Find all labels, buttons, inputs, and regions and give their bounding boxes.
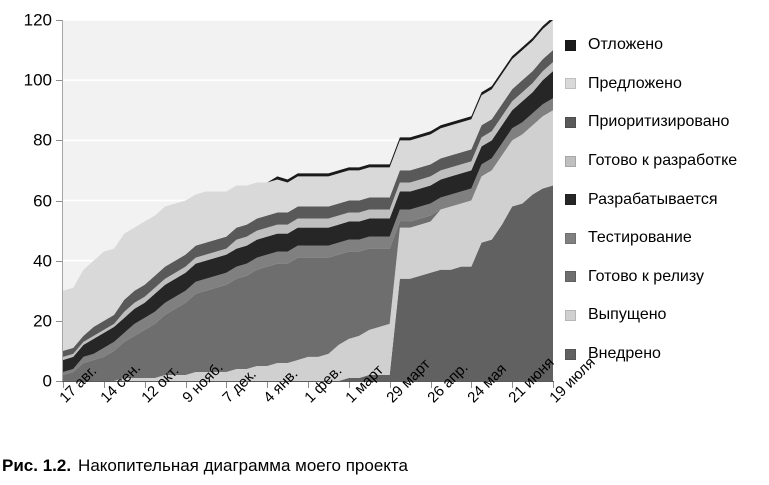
x-tick-mark	[226, 382, 228, 388]
legend-item-label: Внедрено	[588, 345, 661, 363]
cumulative-flow-chart: 0 20 40 60 80 100 120 17 авг. 14 сен. 12 окт. 9 н…	[0, 0, 769, 449]
y-tick-mark	[56, 381, 62, 382]
legend-item-label: Выпущено	[588, 306, 667, 324]
y-axis-line	[62, 20, 63, 382]
y-tick-mark	[56, 320, 62, 322]
legend-swatch-icon	[565, 348, 576, 360]
x-tick-mark	[63, 382, 64, 388]
legend-swatch-icon	[565, 78, 576, 90]
x-tick-mark	[471, 382, 473, 388]
chart-legend: Отложено Предложено Приоритизировано Готово…	[565, 26, 769, 373]
x-tick-mark	[553, 382, 554, 388]
stacked-area-svg	[63, 20, 553, 381]
plot-area	[63, 20, 553, 381]
legend-swatch-icon	[565, 232, 576, 244]
area-band	[63, 20, 553, 351]
legend-swatch-icon	[565, 116, 576, 128]
legend-item-label: Разрабатывается	[588, 190, 718, 208]
y-tick-mark	[56, 140, 62, 142]
y-tick-label: 40	[33, 251, 52, 271]
legend-item-label: Предложено	[588, 74, 682, 92]
legend-item[interactable]: Разрабатывается	[565, 180, 769, 219]
x-axis-line	[62, 381, 554, 382]
y-tick-mark	[56, 20, 62, 21]
area-band	[63, 98, 553, 375]
legend-swatch-icon	[565, 194, 576, 206]
y-tick-mark	[56, 200, 62, 202]
x-tick-mark	[267, 382, 269, 388]
area-band	[63, 71, 553, 372]
legend-item[interactable]: Тестирование	[565, 219, 769, 258]
legend-item-label: Готово к разработке	[588, 152, 738, 170]
y-axis: 0 20 40 60 80 100 120	[0, 0, 52, 449]
x-tick-mark	[512, 382, 514, 388]
legend-item[interactable]: Предложено	[565, 65, 769, 104]
x-tick-mark	[389, 382, 391, 388]
y-tick-label: 80	[33, 130, 52, 150]
legend-swatch-icon	[565, 39, 576, 51]
caption-text: Накопительная диаграмма моего проекта	[78, 456, 408, 475]
legend-item-label: Отложено	[588, 36, 663, 54]
legend-item-label: Готово к релизу	[588, 267, 704, 285]
y-tick-mark	[56, 80, 62, 82]
y-tick-label: 20	[33, 311, 52, 331]
y-tick-label: 60	[33, 191, 52, 210]
legend-item[interactable]: Готово к разработке	[565, 142, 769, 181]
legend-swatch-icon	[565, 271, 576, 283]
x-tick-mark	[348, 382, 350, 388]
legend-item[interactable]: Готово к релизу	[565, 258, 769, 297]
legend-item[interactable]: Внедрено	[565, 335, 769, 374]
area-band	[63, 110, 553, 381]
y-tick-mark	[56, 260, 62, 262]
x-tick-mark	[185, 382, 187, 388]
legend-item[interactable]: Приоритизировано	[565, 103, 769, 142]
y-tick-label: 0	[42, 371, 52, 391]
x-axis-ticks	[63, 382, 554, 389]
figure-caption: Рис. 1.2. Накопительная диаграмма моего п…	[2, 455, 408, 477]
caption-number: Рис. 1.2.	[2, 456, 72, 475]
legend-swatch-icon	[565, 155, 576, 167]
x-tick-mark	[430, 382, 432, 388]
y-tick-label: 120	[23, 10, 52, 30]
legend-item[interactable]: Отложено	[565, 26, 769, 65]
area-band	[63, 185, 553, 381]
legend-item[interactable]: Выпущено	[565, 296, 769, 335]
legend-item-label: Приоритизировано	[588, 113, 730, 131]
x-tick-mark	[308, 382, 309, 388]
area-band	[63, 110, 553, 381]
y-tick-label: 100	[23, 70, 52, 90]
legend-swatch-icon	[565, 309, 576, 321]
legend-item-label: Тестирование	[588, 229, 692, 247]
x-tick-mark	[103, 382, 105, 388]
x-axis-labels: 17 авг. 14 сен. 12 окт. 9 нояб. 7 дек. 4 янв.…	[0, 354, 600, 449]
x-tick-mark	[144, 382, 146, 388]
